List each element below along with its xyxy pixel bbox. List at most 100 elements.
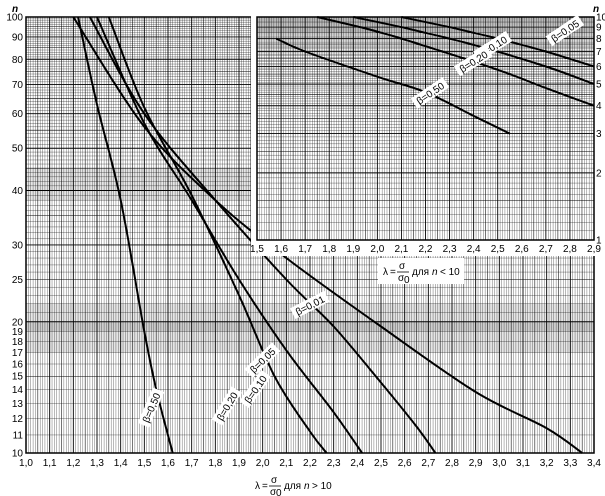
main-y-tick-label: 12 [12,414,24,425]
main-x-tick-label: 2,1 [279,458,293,469]
inset-x-label-for: для [412,267,429,278]
main-y-tick-label: 70 [12,80,24,91]
main-x-tick-label: 2,0 [256,458,270,469]
main-y-tick-label: 13 [12,399,24,410]
main-x-tick-label: 1,2 [66,458,80,469]
inset-x-tick-label: 2,1 [394,244,408,255]
main-curve-2 [96,16,363,454]
main-x-tick-label: 1,1 [43,458,57,469]
inset-x-tick-label: 2,8 [563,244,577,255]
main-x-tick-label: 1,8 [208,458,222,469]
main-y-tick-label: 20 [12,317,24,328]
main-x-label-n: n [304,481,310,492]
inset-x-tick-label: 2,3 [443,244,457,255]
main-x-label-den-sub: 0 [276,488,282,496]
inset-x-tick-label: 2,6 [515,244,529,255]
inset-y-tick-label: 8 [596,34,602,45]
main-curve-label-0-background [289,290,330,320]
main-x-label: λ = σ σ 0 для n > 10 [255,475,332,496]
main-x-tick-label: 1,3 [90,458,104,469]
main-y-tick-label: 18 [12,337,24,348]
main-y-tick-label: 11 [13,430,24,441]
inset-x-tick-label: 2,2 [419,244,433,255]
inset-y-tick-label: 4 [596,101,602,112]
main-y-tick-label: 50 [12,144,24,155]
inset-x-label-num: σ [399,261,406,272]
inset-x-tick-label: 1,9 [346,244,360,255]
main-x-tick-label: 1,5 [137,458,151,469]
main-y-tick-label: 60 [12,109,24,120]
main-x-tick-label: 2,4 [350,458,364,469]
inset-x-label-n: n [432,267,438,278]
main-x-tick-label: 3,3 [563,458,577,469]
inset-curve-label-2-background [453,46,493,77]
inset-x-label-background [378,258,464,284]
main-curve-label-2-background [239,369,272,409]
main-x-tick-label: 2,9 [469,458,483,469]
main-x-tick-label: 3,4 [587,458,601,469]
main-x-label-den: σ [270,487,277,496]
inset-y-tick-label: 9 [596,23,602,34]
inset-x-tick-label: 2,7 [539,244,553,255]
main-x-label-eq: = [262,481,268,492]
inset-curve-label-0-background [545,14,585,47]
inset-y-tick-label: 7 [596,47,602,58]
main-y-tick-label: 17 [12,348,24,359]
inset-curve-1 [353,16,595,86]
main-curve-label-3-text: β=0,20 [215,390,241,423]
main-x-tick-label: 3,2 [540,458,554,469]
main-curve-label-1-background [244,342,281,378]
inset-x-tick-label: 2,9 [587,244,601,255]
inset-x-tick-label: 1,7 [298,244,312,255]
inset-frame [256,16,595,241]
inset-grid [256,17,595,241]
main-x-tick-label: 2,5 [374,458,388,469]
inset-x-tick-label: 1,5 [250,244,264,255]
inset-x-label: λ = σ σ 0 для n < 10 [378,258,464,286]
main-x-tick-label: 1,7 [185,458,199,469]
main-x-label-for: для [284,481,301,492]
main-y-tick-label: 16 [12,360,24,371]
main-y-tick-label: 14 [12,385,24,396]
main-x-tick-label: 2,8 [445,458,459,469]
inset-x-label-den: σ [398,273,405,284]
inset-curve-2 [316,16,595,107]
main-x-label-cond: > 10 [312,481,332,492]
main-y-tick-label: 25 [12,275,24,286]
inset-x-ticks: 1,5 1,6 1,7 1,8 1,9 2,0 2,1 2,2 2,3 2,4 2,5 2,6 2,7 2… [250,244,601,255]
main-y-tick-label: 10 [12,449,24,460]
inset-y-tick-label: 6 [596,62,602,73]
main-curve-label-3-background [211,386,242,426]
main-x-tick-label: 1,9 [232,458,246,469]
main-x-tick-label: 2,7 [421,458,435,469]
main-x-tick-label: 2,3 [327,458,341,469]
main-curve-3 [107,16,328,454]
main-dark-band [26,321,594,332]
inset-curve-label-3-background [410,77,450,109]
main-x-tick-label: 2,2 [303,458,317,469]
main-y-tick-label: 80 [12,55,24,66]
inset-y-tick-label: 3 [596,129,602,140]
main-y-tick-label: 19 [12,327,24,338]
inset-y-tick-label: 1 [596,236,602,247]
main-y-tick-label: 15 [12,372,24,383]
main-x-tick-label: 3,1 [516,458,530,469]
main-x-ticks: 1,0 1,1 1,2 1,3 1,4 1,5 1,6 1,7 1,8 1,9 2,0 2,1 2,2 2… [19,458,601,469]
main-x-tick-label: 1,6 [161,458,175,469]
main-curve-1 [89,16,437,454]
main-x-tick-label: 2,6 [398,458,412,469]
main-x-tick-label: 1,4 [114,458,128,469]
inset-y-tick-label: 5 [596,80,602,91]
inset-x-label-cond: < 10 [440,267,460,278]
main-x-label-lambda: λ [255,481,260,492]
main-dark-band [26,303,594,353]
main-y-tick-label: 90 [12,32,24,43]
main-y-axis-letter: n [12,4,18,15]
main-curve-label-2-text: β=0,10 [243,374,270,406]
main-curve-0 [72,16,583,454]
inset-x-tick-label: 2,0 [370,244,384,255]
main-y-tick-label: 100 [6,13,23,24]
